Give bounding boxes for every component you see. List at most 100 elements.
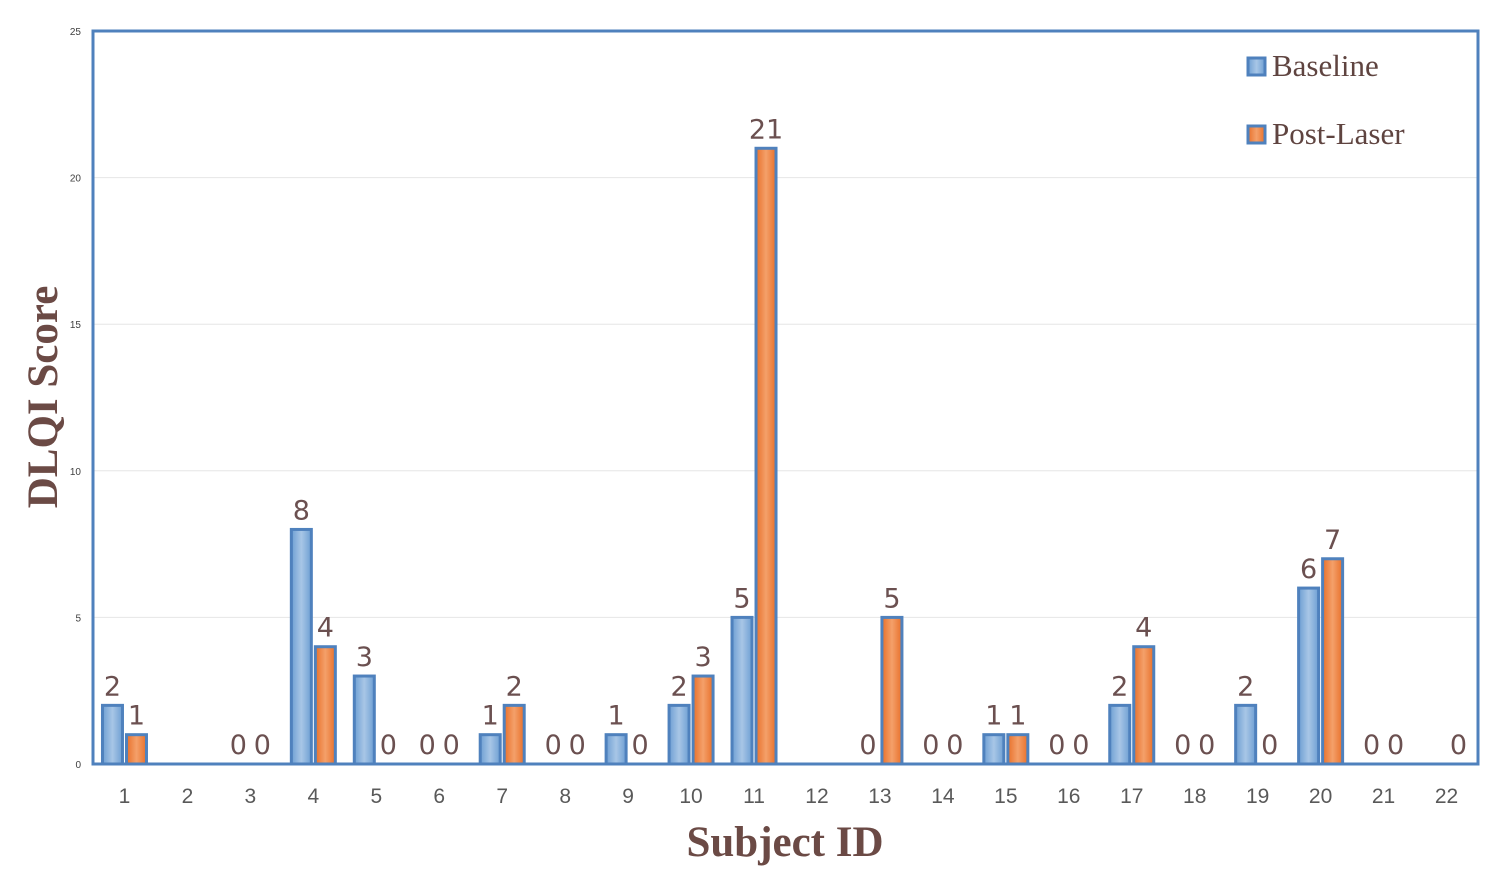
data-label-post-laser: 1 [1009,701,1026,732]
bar-post-laser [313,645,337,766]
x-tick-label: 5 [370,785,382,808]
data-label-post-laser: 2 [506,671,523,702]
data-label-post-laser: 0 [1450,730,1467,761]
x-tick-labels: 1 2 3 4 5 6 7 8 9 10 11 12 13 14 15 16 17 18 19 20 21 22 [119,785,1459,808]
data-label-baseline: 0 [859,730,876,761]
y-axis-title: DLQI Score [20,286,67,509]
x-tick-label: 22 [1435,785,1458,808]
bar-post-laser [1006,733,1030,766]
x-tick-label: 1 [119,785,131,808]
data-label-baseline: 2 [670,671,687,702]
data-label-baseline: 1 [482,701,499,732]
bar-baseline [1297,586,1321,766]
legend-swatch-post-laser [1246,124,1267,145]
x-tick-label: 7 [496,785,508,808]
data-label-baseline: 2 [1237,671,1254,702]
data-label-post-laser: 0 [1387,730,1404,761]
x-tick-label: 20 [1309,785,1332,808]
bar-post-laser [124,733,148,766]
bar-post-laser [1132,645,1156,766]
gridlines [93,177,1478,618]
x-tick-label: 17 [1120,785,1143,808]
data-label-baseline: 0 [545,730,562,761]
y-tick-label: 20 [70,174,82,185]
data-label-post-laser: 0 [1072,730,1089,761]
y-tick-label: 0 [75,760,81,771]
bar-baseline [289,527,313,766]
data-label-baseline: 1 [985,701,1002,732]
data-label-baseline: 6 [1300,554,1317,585]
y-tick-label: 25 [70,27,82,38]
data-label-post-laser: 0 [380,730,397,761]
x-tick-label: 4 [307,785,319,808]
x-tick-label: 18 [1183,785,1206,808]
data-label-baseline: 0 [1363,730,1380,761]
data-label-baseline: 0 [922,730,939,761]
bar-baseline [100,703,124,766]
bar-post-laser [1321,557,1345,766]
x-tick-label: 6 [433,785,445,808]
data-label-post-laser: 1 [128,701,145,732]
bar-baseline [352,674,376,766]
data-label-post-laser: 4 [1135,613,1152,644]
x-tick-label: 3 [245,785,257,808]
bar-post-laser [502,703,526,766]
x-tick-label: 10 [679,785,702,808]
data-label-post-laser: 4 [317,613,334,644]
data-label-baseline: 2 [1111,671,1128,702]
data-label-baseline: 0 [1048,730,1065,761]
legend: Baseline Post-Laser [1246,48,1405,151]
x-tick-label: 8 [559,785,571,808]
x-tick-label: 14 [931,785,955,808]
data-label-post-laser: 0 [254,730,271,761]
data-label-post-laser: 0 [632,730,649,761]
data-label-post-laser: 0 [443,730,460,761]
x-tick-label: 16 [1057,785,1080,808]
data-label-baseline: 3 [356,642,373,673]
x-tick-label: 12 [805,785,828,808]
x-tick-label: 2 [182,785,194,808]
data-label-post-laser: 0 [569,730,586,761]
bar-baseline [1108,703,1132,766]
legend-label-baseline: Baseline [1272,48,1379,83]
y-tick-labels: 0 5 10 15 20 25 [70,27,82,771]
data-label-baseline: 8 [293,495,310,526]
bar-baseline [982,733,1006,766]
bar-baseline [478,733,502,766]
x-axis-title: Subject ID [686,819,883,866]
data-label-post-laser: 3 [694,642,711,673]
y-tick-label: 5 [75,613,81,624]
x-tick-label: 21 [1372,785,1395,808]
bar-baseline [1234,703,1258,766]
x-tick-label: 19 [1246,785,1269,808]
x-tick-label: 11 [743,785,765,808]
data-label-post-laser: 0 [1198,730,1215,761]
plot-frame [91,29,1480,766]
data-label-post-laser: 5 [883,583,900,614]
data-label-post-laser: 7 [1324,525,1341,556]
legend-swatch-baseline [1246,56,1267,77]
legend-label-post-laser: Post-Laser [1272,116,1405,151]
x-tick-label: 15 [994,785,1017,808]
bar-baseline [730,615,754,766]
data-label-post-laser: 0 [1261,730,1278,761]
y-tick-label: 10 [70,467,82,478]
data-label-baseline: 1 [608,701,625,732]
bar-post-laser [880,615,904,766]
bar-baseline [604,733,628,766]
data-label-post-laser: 21 [749,114,783,145]
bars-group [100,146,1345,766]
data-label-post-laser: 0 [946,730,963,761]
x-tick-label: 9 [622,785,634,808]
bar-post-laser [754,146,778,766]
data-label-baseline: 0 [419,730,436,761]
bar-post-laser [691,674,715,766]
x-tick-label: 13 [868,785,891,808]
data-label-baseline: 5 [733,583,750,614]
data-label-baseline: 0 [230,730,247,761]
data-label-baseline: 2 [104,671,121,702]
data-label-baseline: 0 [1174,730,1191,761]
bar-baseline [667,703,691,766]
